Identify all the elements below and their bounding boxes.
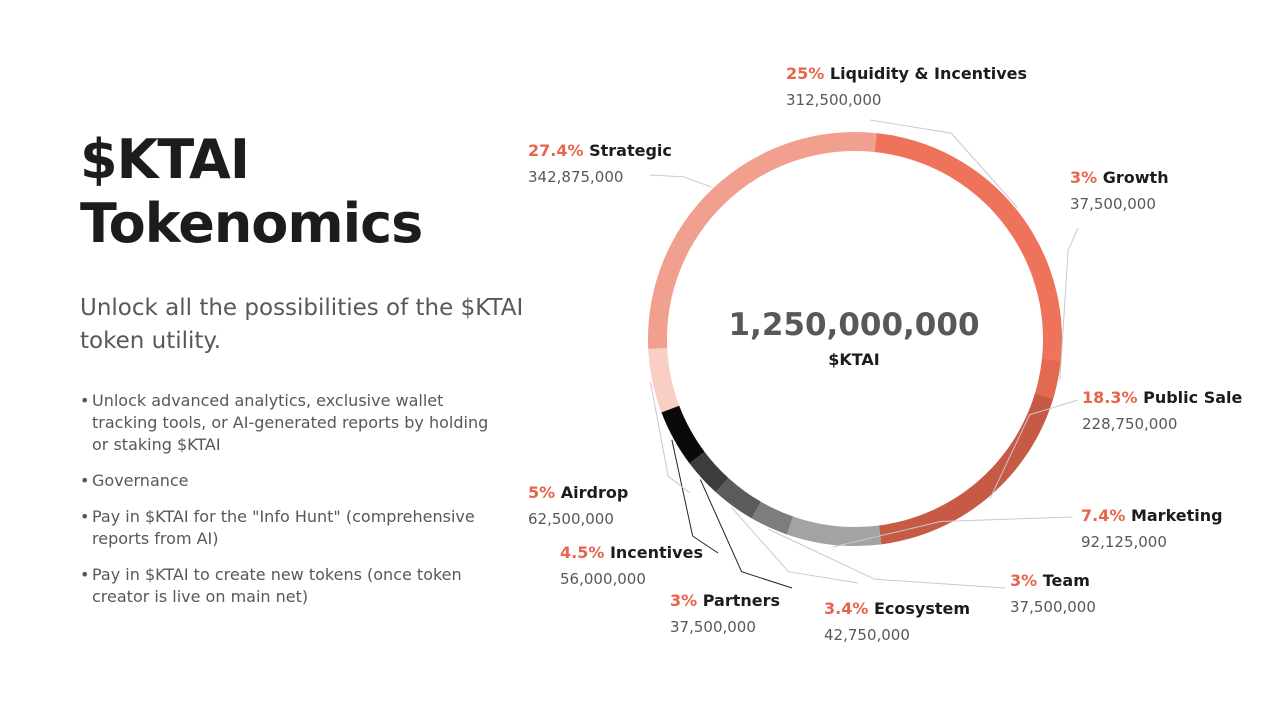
label-growth: 3% Growth 37,500,000 <box>1070 167 1169 215</box>
label-amount: 37,500,000 <box>670 618 756 636</box>
leader-line-growth <box>1059 227 1079 381</box>
label-marketing: 7.4% Marketing 92,125,000 <box>1081 505 1223 553</box>
label-ecosystem: 3.4% Ecosystem 42,750,000 <box>824 598 970 646</box>
label-percent: 7.4% <box>1081 506 1126 525</box>
utility-item-analytics: Unlock advanced analytics, exclusive wal… <box>80 390 500 456</box>
leader-line-liquidity-incentives <box>869 119 1018 208</box>
label-percent: 18.3% <box>1082 388 1138 407</box>
slice-liquidity-incentives <box>874 133 1062 361</box>
total-supply: 1,250,000,000 <box>728 307 980 343</box>
leader-line-public-sale <box>989 399 1079 499</box>
label-name: Growth <box>1102 168 1169 187</box>
label-amount: 342,875,000 <box>528 168 624 186</box>
label-partners: 3% Partners 37,500,000 <box>670 590 780 638</box>
label-name: Strategic <box>589 141 672 160</box>
label-percent: 3% <box>1010 571 1038 590</box>
label-public-sale: 18.3% Public Sale 228,750,000 <box>1082 387 1242 435</box>
label-percent: 3.4% <box>824 599 869 618</box>
label-name: Team <box>1042 571 1090 590</box>
label-team: 3% Team 37,500,000 <box>1010 570 1096 618</box>
utility-item-governance: Governance <box>80 470 500 492</box>
label-percent: 3% <box>1070 168 1098 187</box>
label-amount: 62,500,000 <box>528 510 614 528</box>
label-strategic: 27.4% Strategic 342,875,000 <box>528 140 672 188</box>
slice-team <box>751 501 794 535</box>
label-name: Airdrop <box>560 483 629 502</box>
subtitle: Unlock all the possibilities of the $KTA… <box>80 295 524 354</box>
label-amount: 92,125,000 <box>1081 533 1167 551</box>
label-name: Partners <box>702 591 781 610</box>
utility-item-info-hunt: Pay in $KTAI for the "Info Hunt" (compre… <box>80 506 500 550</box>
slice-incentives <box>661 405 705 464</box>
label-percent: 27.4% <box>528 141 584 160</box>
leader-line-ecosystem <box>731 507 859 584</box>
label-liquidity-incentives: 25% Liquidity & Incentives 312,500,000 <box>786 63 1027 111</box>
leader-line-incentives <box>671 439 719 554</box>
label-name: Liquidity & Incentives <box>829 64 1027 83</box>
label-amount: 56,000,000 <box>560 570 646 588</box>
label-percent: 4.5% <box>560 543 605 562</box>
leader-line-partners <box>699 479 793 589</box>
slice-public-sale <box>878 393 1054 545</box>
label-percent: 3% <box>670 591 698 610</box>
label-amount: 37,500,000 <box>1010 598 1096 616</box>
leader-line-team <box>767 528 1006 589</box>
label-amount: 42,750,000 <box>824 626 910 644</box>
utility-list: Unlock advanced analytics, exclusive wal… <box>80 390 500 622</box>
label-name: Incentives <box>609 543 703 562</box>
slice-growth <box>1034 358 1061 399</box>
label-amount: 37,500,000 <box>1070 195 1156 213</box>
total-supply-unit: $KTAI <box>828 350 880 369</box>
page-title: $KTAI Tokenomics <box>80 128 423 256</box>
slice-airdrop <box>648 348 680 413</box>
slice-marketing <box>786 516 882 546</box>
label-amount: 228,750,000 <box>1082 415 1178 433</box>
slice-ecosystem <box>715 477 761 519</box>
leader-line-strategic <box>649 174 712 188</box>
slice-strategic <box>648 131 877 349</box>
label-incentives: 4.5% Incentives 56,000,000 <box>560 542 703 590</box>
label-amount: 312,500,000 <box>786 91 882 109</box>
leader-line-airdrop <box>649 381 691 494</box>
label-airdrop: 5% Airdrop 62,500,000 <box>528 482 628 530</box>
leader-line-marketing <box>833 516 1073 548</box>
label-percent: 25% <box>786 64 825 83</box>
label-name: Public Sale <box>1143 388 1243 407</box>
title-line-1: $KTAI <box>80 128 250 191</box>
slice-partners <box>689 451 729 493</box>
label-name: Ecosystem <box>873 599 971 618</box>
label-name: Marketing <box>1130 506 1223 525</box>
label-percent: 5% <box>528 483 556 502</box>
utility-item-token-creator: Pay in $KTAI to create new tokens (once … <box>80 564 500 608</box>
title-line-2: Tokenomics <box>80 192 423 255</box>
